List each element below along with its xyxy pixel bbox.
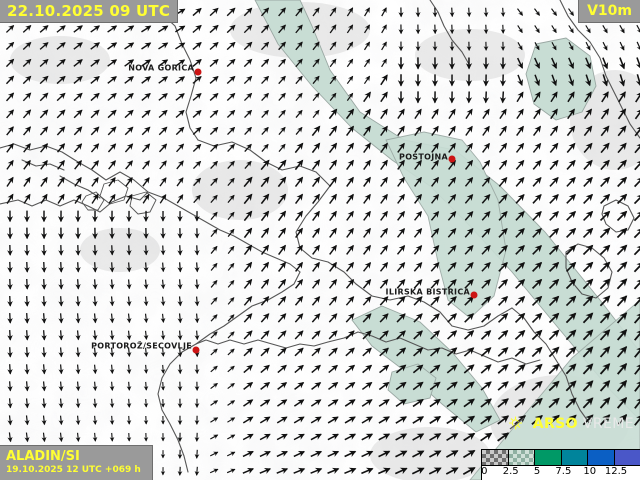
colorbar-swatch <box>508 450 535 465</box>
brand-vreme-text: VREME <box>582 416 634 432</box>
coastline-lagoon-west <box>0 143 149 213</box>
coastline-istria <box>157 271 301 473</box>
colorbar-swatch <box>588 450 615 465</box>
city-label: ILIRSKA BISTRICA <box>385 287 470 297</box>
model-name-text: ALADIN/SI <box>6 449 80 464</box>
colorbar-tick: 5 <box>533 466 541 477</box>
field-name-text: V10m <box>587 3 632 19</box>
lagoon-cluster <box>81 179 157 215</box>
coastline-portoroz-detail <box>195 339 329 349</box>
wind-region-se-band <box>351 305 501 433</box>
colorbar-swatch <box>535 450 562 465</box>
colorbar-swatch <box>561 450 588 465</box>
wind-speed-region-group <box>254 0 640 480</box>
sun-cloud-icon <box>508 416 525 430</box>
city-marker-dot <box>194 68 202 76</box>
colorbar-swatch <box>482 450 509 465</box>
border-northeast <box>559 0 640 139</box>
colorbar-tick: 7.5 <box>555 466 572 477</box>
city-label: POSTOJNA <box>399 152 448 162</box>
city-marker-dot <box>448 155 456 163</box>
colorbar-swatch <box>614 450 640 465</box>
colorbar-tick: 10 <box>583 466 597 477</box>
city-marker-dot <box>192 346 200 354</box>
wind-region-small-patch <box>387 363 437 405</box>
wind-region-ne-band <box>254 0 640 421</box>
field-name-label: V10m <box>578 0 640 23</box>
border-far-southeast <box>511 307 591 425</box>
colorbar-tick-labels: 0 2.5 5 7.5 10 12.5 <box>481 466 640 480</box>
city-label: NOVA GORICA <box>128 63 194 73</box>
colorbar-tick: 0 <box>481 466 488 477</box>
city-label: PORTOROŽ/SECOVLJE <box>91 341 192 351</box>
wind-speed-colorbar[interactable]: 0 2.5 5 7.5 10 12.5 <box>481 449 640 480</box>
colorbar-tick: 2.5 <box>502 466 519 477</box>
valid-datetime-label: 22.10.2025 09 UTC <box>0 0 179 23</box>
coastline-trieste-gulf <box>147 191 301 273</box>
wind-region-postojna <box>385 131 507 319</box>
model-info-label: ALADIN/SI 19.10.2025 12 UTC +069 h <box>0 445 153 480</box>
colorbar-tick: 12.5 <box>604 466 628 477</box>
brand-arso-text: ARSO <box>532 416 578 432</box>
city-marker-dot <box>470 291 478 299</box>
river-line-1 <box>59 175 101 199</box>
model-run-text: 19.10.2025 12 UTC +069 h <box>6 465 141 475</box>
valid-datetime-text: 22.10.2025 09 UTC <box>7 2 171 20</box>
colorbar-swatches <box>482 450 640 466</box>
arso-brand[interactable]: ARSO VREME <box>508 416 634 432</box>
wind-region-upper-right <box>525 37 597 121</box>
coastline-islands <box>565 243 613 299</box>
border-north-mid <box>429 0 471 67</box>
